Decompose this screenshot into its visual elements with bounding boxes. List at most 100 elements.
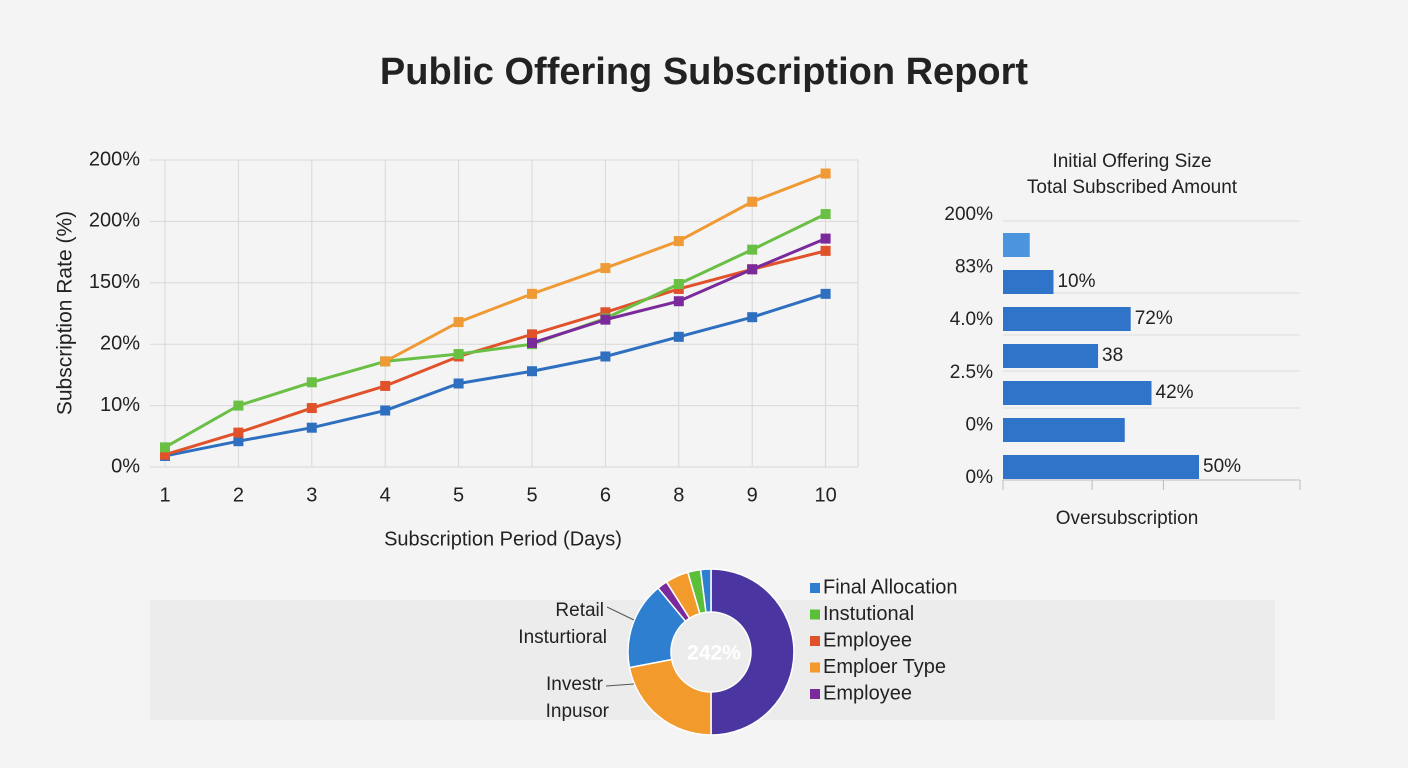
annotation: Investr: [546, 674, 604, 695]
point: [527, 366, 537, 377]
point: [820, 288, 831, 299]
y-label: 4.0%: [950, 309, 993, 330]
x-tick-label: 2: [233, 484, 244, 506]
bar: [1003, 381, 1152, 405]
bar: [1003, 344, 1099, 368]
legend-label: Final Allocation: [823, 576, 958, 598]
y-axis-label: Subscription Rate (%): [54, 211, 77, 415]
bar: [1003, 418, 1125, 442]
point: [380, 356, 391, 367]
legend-swatch: [810, 583, 820, 593]
point: [306, 377, 317, 388]
x-tick-label: 3: [306, 484, 317, 506]
point: [673, 236, 684, 247]
value-label: 72%: [1135, 308, 1173, 329]
slice: [699, 568, 712, 614]
leader: [605, 683, 635, 687]
point: [673, 279, 684, 290]
x-tick-label: 6: [600, 484, 611, 506]
point: [820, 233, 831, 244]
point: [820, 168, 831, 179]
point: [747, 244, 758, 255]
point: [527, 329, 537, 340]
y-tick-label: 200%: [89, 210, 140, 232]
value-label: 10%: [1057, 271, 1095, 292]
bar: [1003, 270, 1054, 294]
value-label: 42%: [1156, 382, 1194, 403]
point: [527, 288, 537, 299]
legend-swatch: [810, 689, 820, 699]
x-tick-label: 5: [453, 484, 464, 506]
x-tick-label: 8: [673, 484, 684, 506]
point: [233, 436, 244, 447]
legend-label: Instutional: [823, 603, 914, 625]
point: [820, 245, 831, 256]
legend-swatch: [810, 609, 820, 620]
slice: [710, 568, 795, 736]
x-tick-label: 1: [159, 484, 170, 506]
point: [453, 349, 464, 360]
annotation: Inpusor: [546, 701, 610, 722]
point: [380, 405, 391, 416]
point: [380, 380, 391, 391]
point: [306, 403, 317, 414]
point: [527, 337, 537, 348]
point: [600, 263, 611, 274]
series-line: [164, 292, 827, 458]
point: [747, 312, 758, 323]
value-label: 38: [1102, 345, 1123, 366]
point: [233, 400, 244, 411]
point: [673, 331, 684, 342]
bar: [1003, 307, 1131, 331]
legend-label: Emploer Type: [823, 656, 946, 678]
y-tick-label: 20%: [100, 332, 140, 354]
x-tick-label: 9: [747, 484, 758, 506]
point: [600, 314, 611, 325]
series-line: [164, 212, 827, 449]
point: [160, 449, 170, 460]
point: [600, 351, 611, 362]
x-tick-label: 10: [814, 484, 836, 506]
y-label: 0%: [966, 414, 994, 435]
point: [160, 442, 170, 453]
legend-swatch: [810, 636, 820, 646]
y-tick-label: 0%: [111, 455, 140, 477]
center-label: 242%: [687, 642, 741, 665]
legend-label: Employee: [823, 682, 912, 704]
legend-swatch: [810, 662, 820, 673]
point: [233, 427, 244, 438]
y-tick-label: 10%: [100, 394, 140, 416]
leader: [606, 606, 635, 621]
y-label: 0%: [966, 467, 994, 488]
y-label: 83%: [955, 257, 993, 278]
bar-title: Total Subscribed Amount: [1027, 177, 1238, 198]
annotation: Insturtioral: [518, 627, 607, 648]
point: [747, 264, 758, 275]
y-label: 2.5%: [950, 362, 993, 383]
x-tick-label: 4: [380, 484, 391, 506]
bar: [1003, 455, 1200, 479]
point: [673, 296, 684, 307]
slice: [628, 658, 712, 736]
point: [600, 307, 611, 318]
point: [820, 209, 831, 220]
legend-label: Employee: [823, 629, 912, 651]
report-title: Public Offering Subscription Report: [380, 51, 1028, 93]
series-line: [164, 249, 826, 457]
annotation: Retail: [555, 600, 604, 621]
point: [747, 196, 758, 207]
bar: [1003, 233, 1030, 257]
point: [453, 378, 464, 389]
point: [306, 422, 317, 433]
bar-title: Initial Offering Size: [1052, 151, 1211, 172]
x-axis-label: Oversubscription: [1056, 508, 1199, 529]
value-label: 50%: [1203, 456, 1241, 477]
point: [453, 317, 464, 328]
y-tick-label: 150%: [89, 271, 140, 293]
x-axis-label: Subscription Period (Days): [384, 528, 622, 550]
x-tick-label: 5: [526, 484, 537, 506]
y-tick-label: 200%: [89, 148, 140, 170]
y-label: 200%: [944, 204, 993, 225]
